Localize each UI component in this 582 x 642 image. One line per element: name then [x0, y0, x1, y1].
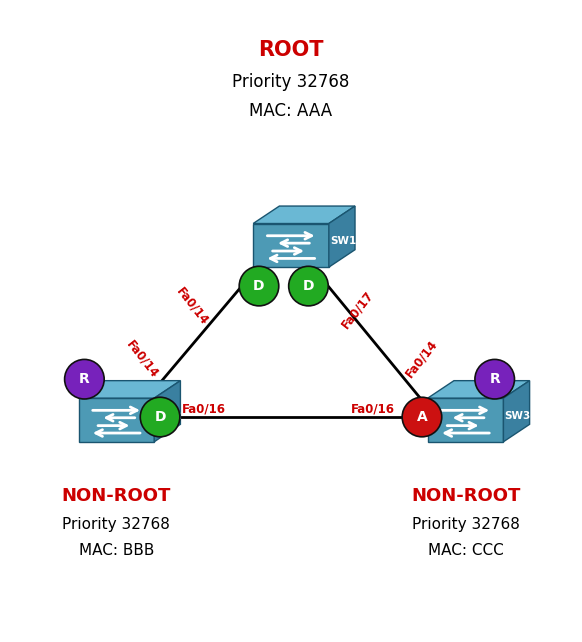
Text: Fa0/14: Fa0/14 [173, 285, 211, 328]
Text: D: D [253, 279, 265, 293]
Text: MAC: AAA: MAC: AAA [250, 103, 332, 121]
Text: MAC: BBB: MAC: BBB [79, 543, 154, 559]
Circle shape [239, 266, 279, 306]
Text: Fa0/17: Fa0/17 [339, 288, 377, 331]
Polygon shape [428, 398, 503, 442]
Text: SW2: SW2 [155, 411, 182, 421]
Text: SW1: SW1 [330, 236, 356, 246]
Text: Fa0/14: Fa0/14 [403, 338, 441, 380]
Text: D: D [154, 410, 166, 424]
Text: D: D [303, 279, 314, 293]
Circle shape [402, 397, 442, 437]
Text: MAC: CCC: MAC: CCC [428, 543, 503, 559]
Text: ROOT: ROOT [258, 40, 324, 60]
Text: Priority 32768: Priority 32768 [411, 517, 520, 532]
Circle shape [289, 266, 328, 306]
Text: Fa0/16: Fa0/16 [182, 403, 226, 416]
Text: A: A [417, 410, 427, 424]
Polygon shape [253, 223, 329, 267]
Circle shape [65, 360, 104, 399]
Polygon shape [154, 381, 180, 442]
Text: R: R [489, 372, 500, 386]
Polygon shape [253, 206, 355, 223]
Text: Fa0/16: Fa0/16 [350, 403, 395, 416]
Text: Priority 32768: Priority 32768 [62, 517, 171, 532]
Circle shape [475, 360, 514, 399]
Text: NON-ROOT: NON-ROOT [411, 487, 520, 505]
Text: SW3: SW3 [505, 411, 531, 421]
Text: Priority 32768: Priority 32768 [232, 73, 350, 91]
Text: Fa0/14: Fa0/14 [124, 338, 161, 380]
Circle shape [140, 397, 180, 437]
Text: R: R [79, 372, 90, 386]
Polygon shape [79, 381, 180, 398]
Polygon shape [329, 206, 355, 267]
Polygon shape [428, 381, 530, 398]
Text: NON-ROOT: NON-ROOT [62, 487, 171, 505]
Polygon shape [79, 398, 154, 442]
Polygon shape [503, 381, 530, 442]
